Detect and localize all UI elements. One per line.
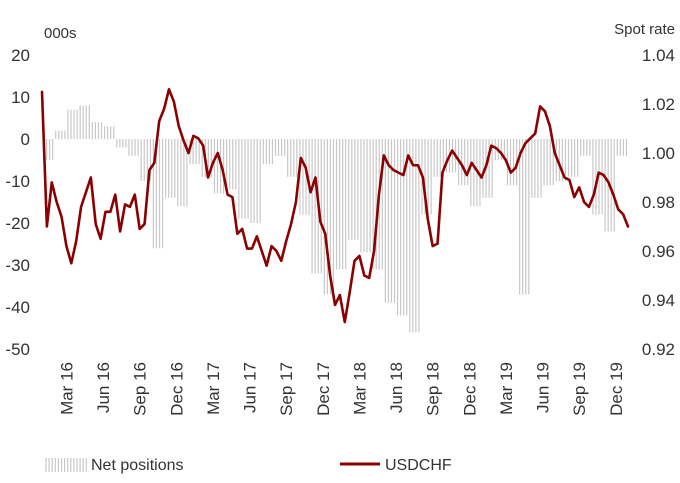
x-tick-label-6: Sep 17 <box>277 362 296 416</box>
x-tick-label-13: Jun 19 <box>534 362 553 413</box>
net-position-bar-25 <box>348 139 359 240</box>
x-tick-label-5: Jun 17 <box>241 362 260 413</box>
legend-label-usdchf: USDCHF <box>385 457 452 474</box>
net-position-bar-26 <box>360 139 371 253</box>
net-position-bar-10 <box>165 139 176 198</box>
left-tick-label-0: 20 <box>11 46 30 65</box>
x-tick-label-1: Jun 16 <box>94 362 113 413</box>
net-position-bar-19 <box>274 139 286 156</box>
right-axis: 1.04 1.02 1.00 0.98 0.96 0.94 0.92 <box>642 46 675 359</box>
x-tick-label-3: Dec 16 <box>167 362 186 416</box>
net-position-bar-5 <box>103 126 115 139</box>
net-position-bar-44 <box>580 139 591 156</box>
right-tick-label-0: 1.04 <box>642 46 675 65</box>
net-position-bar-40 <box>531 139 542 198</box>
net-position-bar-11 <box>177 139 188 207</box>
left-tick-label-7: -50 <box>5 340 30 359</box>
right-tick-label-6: 0.92 <box>642 340 675 359</box>
net-position-bar-46 <box>604 139 615 232</box>
net-position-bar-41 <box>543 139 554 186</box>
net-position-bar-18 <box>262 139 274 165</box>
net-position-bar-15 <box>226 139 237 190</box>
net-position-bar-36 <box>482 139 493 198</box>
right-tick-label-3: 0.98 <box>642 193 675 212</box>
net-position-bar-14 <box>213 139 225 194</box>
right-tick-label-5: 0.94 <box>642 291 675 310</box>
net-position-bar-4 <box>91 122 103 139</box>
net-position-bar-38 <box>506 139 518 186</box>
left-tick-label-5: -30 <box>5 256 30 275</box>
net-position-bar-6 <box>116 139 127 148</box>
legend: Net positions USDCHF <box>45 457 452 474</box>
x-tick-label-11: Dec 18 <box>460 362 479 416</box>
right-tick-label-2: 1.00 <box>642 144 675 163</box>
net-position-bar-39 <box>519 139 530 295</box>
x-tick-label-2: Sep 16 <box>131 362 150 416</box>
left-axis-unit-label: 000s <box>44 25 77 42</box>
left-axis: 20 10 0 -10 -20 -30 -40 -50 <box>5 46 30 359</box>
x-tick-label-10: Sep 18 <box>424 362 443 416</box>
net-position-bar-17 <box>250 139 261 223</box>
net-position-bar-7 <box>128 139 139 156</box>
left-tick-label-4: -20 <box>5 214 30 233</box>
net-position-bar-20 <box>287 139 298 177</box>
left-tick-label-2: 0 <box>21 130 30 149</box>
left-tick-label-3: -10 <box>5 172 30 191</box>
x-tick-label-14: Sep 19 <box>570 362 589 416</box>
x-tick-label-15: Dec 19 <box>607 362 626 416</box>
net-position-bar-16 <box>238 139 249 219</box>
right-tick-label-1: 1.02 <box>642 95 675 114</box>
x-tick-label-12: Mar 19 <box>497 362 516 415</box>
x-tick-label-9: Jun 18 <box>387 362 406 413</box>
net-position-bar-1 <box>55 130 66 139</box>
left-tick-label-1: 10 <box>11 88 30 107</box>
net-position-bar-24 <box>335 139 347 270</box>
x-axis: Mar 16 Jun 16 Sep 16 Dec 16 Mar 17 Jun 17 Sep … <box>57 362 625 416</box>
legend-label-net-positions: Net positions <box>91 457 184 474</box>
left-tick-label-6: -40 <box>5 298 30 317</box>
line-layer <box>40 88 630 324</box>
net-position-bar-29 <box>396 139 408 316</box>
net-position-bar-43 <box>567 139 579 177</box>
net-position-bar-8 <box>140 139 151 181</box>
usdchf-line <box>40 88 630 324</box>
right-tick-label-4: 0.96 <box>642 242 675 261</box>
x-tick-label-0: Mar 16 <box>57 362 76 415</box>
net-position-bar-47 <box>616 139 628 156</box>
right-axis-unit-label: Spot rate <box>614 21 675 38</box>
legend-swatch-net-positions <box>45 458 87 472</box>
net-position-bar-9 <box>152 139 164 249</box>
net-position-bar-2 <box>67 109 78 139</box>
net-position-bar-3 <box>79 105 90 139</box>
x-tick-label-4: Mar 17 <box>204 362 223 415</box>
x-tick-label-8: Mar 18 <box>350 362 369 415</box>
net-position-bar-30 <box>409 139 420 333</box>
x-tick-label-7: Dec 17 <box>314 362 333 416</box>
